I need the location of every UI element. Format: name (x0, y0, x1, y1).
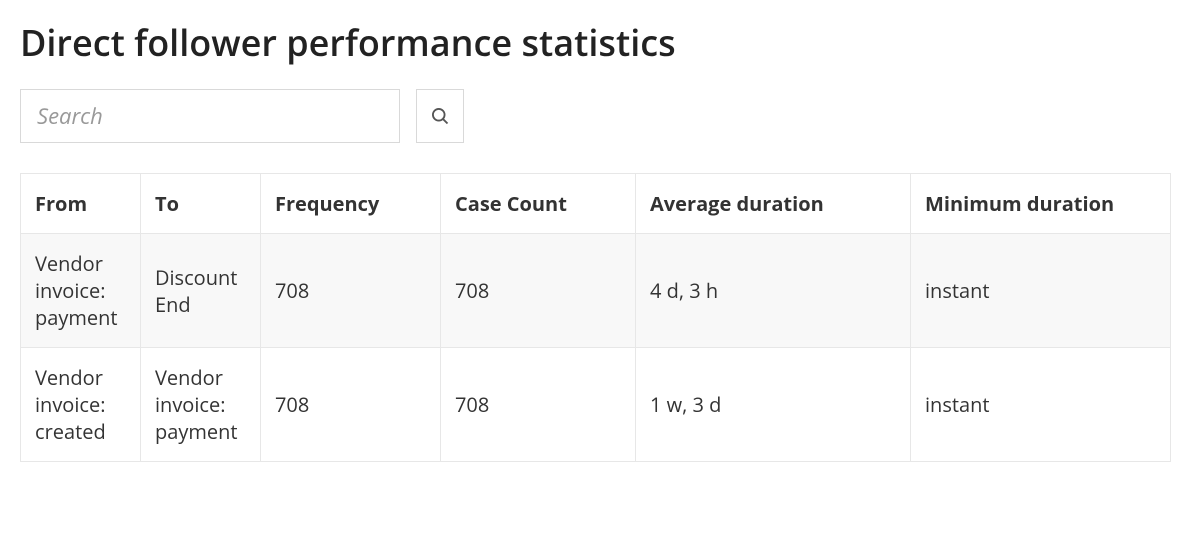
table-header-row: FromToFrequencyCase CountAverage duratio… (21, 174, 1171, 234)
table-body: Vendor invoice: paymentDiscount End70870… (21, 234, 1171, 462)
column-header-to[interactable]: To (141, 174, 261, 234)
cell-avg_dur: 1 w, 3 d (636, 348, 911, 462)
search-icon (430, 106, 450, 126)
cell-from: Vendor invoice: payment (21, 234, 141, 348)
cell-frequency: 708 (261, 234, 441, 348)
stats-table: FromToFrequencyCase CountAverage duratio… (20, 173, 1171, 462)
page-title: Direct follower performance statistics (20, 20, 1170, 65)
column-header-case_count[interactable]: Case Count (441, 174, 636, 234)
column-header-from[interactable]: From (21, 174, 141, 234)
cell-min_dur: instant (911, 348, 1171, 462)
cell-from: Vendor invoice: created (21, 348, 141, 462)
table-row: Vendor invoice: paymentDiscount End70870… (21, 234, 1171, 348)
search-button[interactable] (416, 89, 464, 143)
cell-to: Vendor invoice: payment (141, 348, 261, 462)
table-row: Vendor invoice: createdVendor invoice: p… (21, 348, 1171, 462)
search-input[interactable] (20, 89, 400, 143)
cell-min_dur: instant (911, 234, 1171, 348)
cell-to: Discount End (141, 234, 261, 348)
column-header-min_dur[interactable]: Minimum duration (911, 174, 1171, 234)
table-head: FromToFrequencyCase CountAverage duratio… (21, 174, 1171, 234)
search-row (20, 89, 1170, 143)
column-header-avg_dur[interactable]: Average duration (636, 174, 911, 234)
cell-avg_dur: 4 d, 3 h (636, 234, 911, 348)
cell-case_count: 708 (441, 348, 636, 462)
column-header-frequency[interactable]: Frequency (261, 174, 441, 234)
page-root: Direct follower performance statistics F… (0, 0, 1190, 462)
cell-frequency: 708 (261, 348, 441, 462)
cell-case_count: 708 (441, 234, 636, 348)
